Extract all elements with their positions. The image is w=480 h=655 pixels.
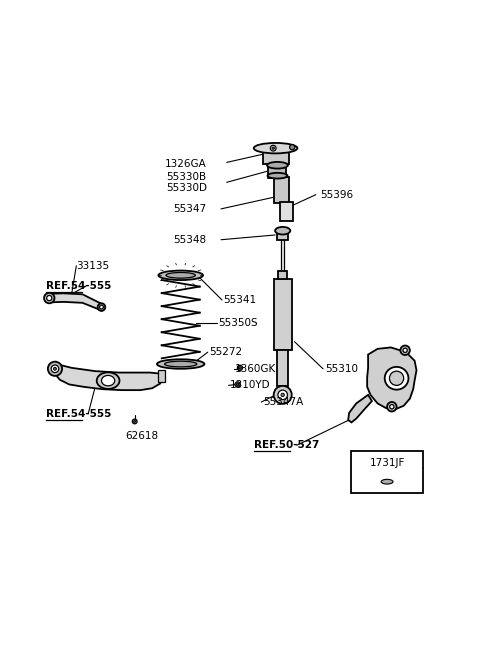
Text: 62618: 62618 [125, 431, 158, 441]
Ellipse shape [99, 305, 103, 309]
Ellipse shape [278, 390, 288, 400]
Text: 55348: 55348 [174, 234, 207, 245]
Ellipse shape [403, 348, 407, 352]
Bar [277, 231, 288, 240]
Ellipse shape [101, 375, 115, 386]
Ellipse shape [48, 362, 62, 376]
Bar [278, 271, 287, 278]
Ellipse shape [272, 147, 275, 149]
Text: 55347A: 55347A [263, 397, 303, 407]
Bar [158, 369, 165, 382]
Ellipse shape [389, 371, 404, 385]
Ellipse shape [237, 383, 239, 386]
Text: 55341: 55341 [223, 295, 256, 305]
Ellipse shape [274, 386, 292, 404]
Text: 1310YD: 1310YD [229, 381, 270, 390]
Polygon shape [49, 293, 101, 310]
Ellipse shape [238, 365, 242, 371]
Ellipse shape [157, 360, 204, 369]
Bar [277, 350, 288, 386]
Ellipse shape [132, 419, 137, 424]
Ellipse shape [44, 293, 55, 303]
Text: 33135: 33135 [76, 261, 109, 271]
Text: REF.54-555: REF.54-555 [47, 409, 112, 419]
Ellipse shape [400, 346, 410, 355]
Bar [351, 451, 423, 493]
Ellipse shape [166, 272, 195, 278]
Text: 55310: 55310 [325, 364, 359, 374]
Ellipse shape [387, 402, 396, 411]
Bar [274, 278, 292, 350]
Polygon shape [367, 347, 417, 409]
Text: 55396: 55396 [321, 190, 354, 200]
Bar [268, 164, 287, 178]
Bar [274, 177, 289, 203]
Ellipse shape [270, 145, 276, 151]
Ellipse shape [267, 173, 288, 179]
Polygon shape [348, 395, 372, 422]
Ellipse shape [281, 393, 284, 396]
Ellipse shape [235, 382, 240, 387]
Ellipse shape [165, 361, 197, 367]
Bar [263, 149, 288, 164]
Ellipse shape [96, 372, 120, 389]
Ellipse shape [381, 479, 393, 484]
Ellipse shape [390, 405, 394, 409]
Ellipse shape [289, 145, 295, 150]
Text: REF.50-527: REF.50-527 [254, 440, 320, 450]
Bar [280, 202, 293, 221]
Polygon shape [53, 363, 163, 390]
Ellipse shape [134, 421, 136, 422]
Text: 55330B
55330D: 55330B 55330D [166, 172, 207, 193]
Ellipse shape [254, 143, 298, 153]
Ellipse shape [158, 271, 203, 280]
Ellipse shape [239, 367, 241, 369]
Ellipse shape [384, 367, 408, 390]
Ellipse shape [267, 162, 288, 168]
Text: 1326GA: 1326GA [165, 159, 207, 169]
Bar [281, 235, 284, 278]
Text: REF.54-555: REF.54-555 [47, 281, 112, 291]
Ellipse shape [51, 365, 59, 373]
Text: 55350S: 55350S [219, 318, 258, 328]
Ellipse shape [54, 367, 56, 370]
Text: 55347: 55347 [174, 204, 207, 214]
Text: 55272: 55272 [209, 347, 242, 357]
Ellipse shape [47, 295, 52, 301]
Text: 1731JF: 1731JF [370, 458, 405, 468]
Ellipse shape [97, 303, 105, 311]
Text: 1360GK: 1360GK [235, 364, 276, 374]
Ellipse shape [275, 227, 290, 234]
